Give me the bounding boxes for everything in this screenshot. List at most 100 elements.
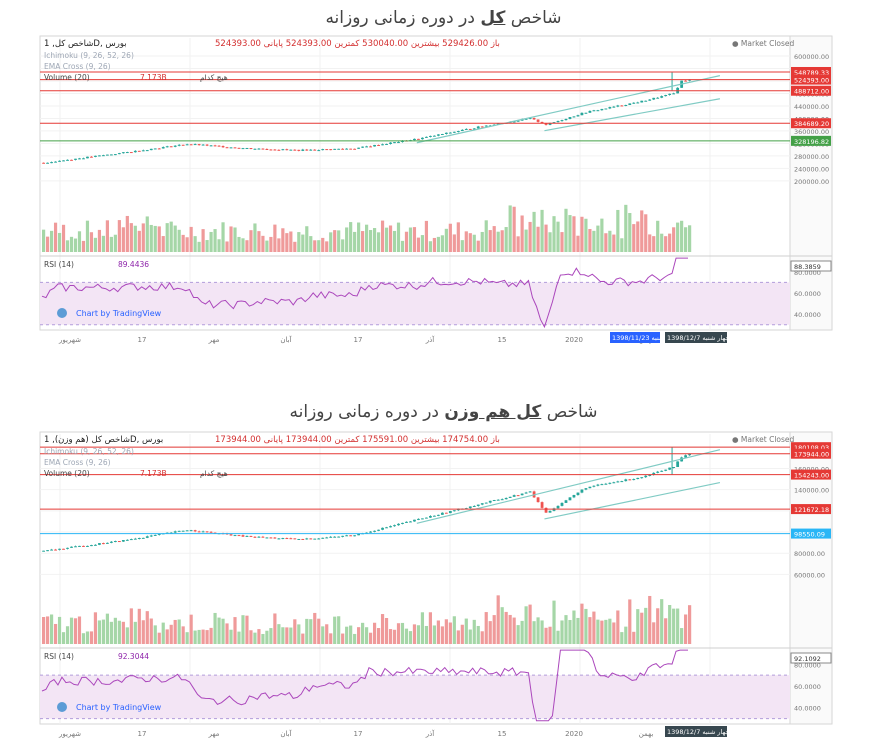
volume-bar	[648, 234, 652, 252]
candle-body	[592, 485, 596, 487]
volume-bar	[337, 230, 341, 252]
volume-bar	[49, 230, 54, 252]
volume-bar	[368, 632, 373, 644]
volume-bar	[101, 235, 106, 252]
candle-body	[94, 155, 97, 157]
volume-bar	[664, 236, 668, 252]
time-tick: 15	[498, 730, 507, 738]
candle-body	[94, 544, 97, 546]
volume-bar	[528, 221, 532, 252]
candle-body	[668, 93, 672, 95]
candle-body	[261, 148, 265, 150]
candle-body	[82, 158, 85, 160]
volume-bar	[221, 618, 225, 644]
volume-bar	[173, 225, 177, 252]
time-tick: 2020	[565, 336, 583, 344]
volume-bar	[400, 240, 405, 252]
candle-body	[317, 538, 321, 540]
trend-line-upper	[416, 449, 721, 524]
ohlc-values: باز 174754.00 بیشترین 175591.00 کمترین 1…	[215, 435, 500, 445]
volume-bar	[664, 618, 668, 644]
volume-bar	[532, 211, 536, 252]
price-tick: 440000.00	[794, 103, 829, 111]
candle-body	[409, 521, 412, 523]
candle-body	[584, 112, 588, 114]
chart-panel-1[interactable]: 600000.00560000.00520000.00480000.004400…	[0, 34, 887, 346]
candle-body	[544, 507, 548, 513]
candle-body	[349, 535, 353, 537]
candle-body	[325, 149, 329, 151]
volume-bar	[141, 223, 145, 252]
candle-body	[365, 146, 368, 148]
volume-bar	[596, 225, 600, 252]
candle-body	[257, 536, 261, 538]
candle-body	[600, 484, 604, 486]
level-label: 328196.82	[794, 138, 829, 146]
volume-bar	[245, 240, 249, 252]
volume-bar	[440, 235, 444, 252]
candle-body	[456, 131, 460, 133]
candle-body	[592, 110, 596, 112]
price-tick: 240000.00	[794, 165, 829, 173]
volume-bar	[65, 626, 70, 644]
level-label: 154243.00	[794, 472, 829, 480]
volume-bar	[496, 595, 500, 644]
market-status: ● Market Closed	[732, 39, 795, 48]
level-badge	[791, 448, 831, 459]
candle-body	[90, 545, 93, 547]
candle-body	[106, 542, 109, 544]
candle-body	[233, 147, 237, 149]
volume-bar	[81, 633, 86, 644]
candle-body	[74, 158, 77, 160]
volume-bar	[488, 621, 492, 644]
candle-body	[616, 481, 620, 483]
volume-bar	[524, 229, 528, 252]
volume-bar	[428, 241, 432, 252]
volume-bar	[512, 617, 516, 644]
time-tick: 2020	[565, 730, 583, 738]
volume-bar	[209, 627, 213, 644]
price-tick: 80000.00	[794, 550, 825, 558]
candle-body	[265, 149, 269, 151]
volume-bar	[516, 625, 520, 644]
volume-bar	[181, 234, 185, 252]
candle-body	[245, 535, 249, 537]
volume-bar	[616, 610, 620, 644]
candle-body	[337, 148, 341, 150]
candle-body	[413, 138, 416, 141]
candle-body	[389, 142, 392, 144]
candle-body	[329, 149, 333, 151]
volume-bar	[568, 215, 572, 252]
volume-bar	[329, 232, 333, 252]
volume-bar	[576, 235, 580, 252]
chart-panel-2[interactable]: 180000.00160000.00140000.00120000.001000…	[0, 430, 887, 744]
candle-body	[86, 156, 89, 159]
volume-bar	[372, 228, 377, 252]
volume-bar	[608, 618, 612, 644]
date-tag	[665, 726, 727, 737]
volume-bar	[289, 627, 293, 644]
volume-bar	[396, 222, 401, 252]
volume-bar	[93, 237, 98, 252]
volume-bar	[636, 221, 640, 252]
volume-bar	[432, 237, 436, 252]
level-badge	[791, 442, 831, 453]
candle-body	[221, 146, 225, 148]
candle-body	[425, 517, 428, 519]
volume-bar	[357, 222, 361, 252]
candle-body	[193, 144, 197, 146]
volume-bar	[676, 608, 680, 644]
candle-body	[588, 486, 592, 489]
candle-body	[417, 518, 420, 520]
volume-bar	[65, 240, 70, 252]
candle-body	[572, 494, 576, 498]
candle-body	[241, 148, 245, 150]
price-tick: 60000.00	[794, 571, 825, 579]
candle-body	[448, 132, 452, 134]
candle-body	[289, 149, 293, 151]
volume-bar	[604, 619, 608, 644]
volume-bar	[624, 204, 628, 252]
volume-bar	[448, 622, 452, 644]
candle-body	[145, 150, 149, 152]
volume-bar	[548, 232, 552, 252]
